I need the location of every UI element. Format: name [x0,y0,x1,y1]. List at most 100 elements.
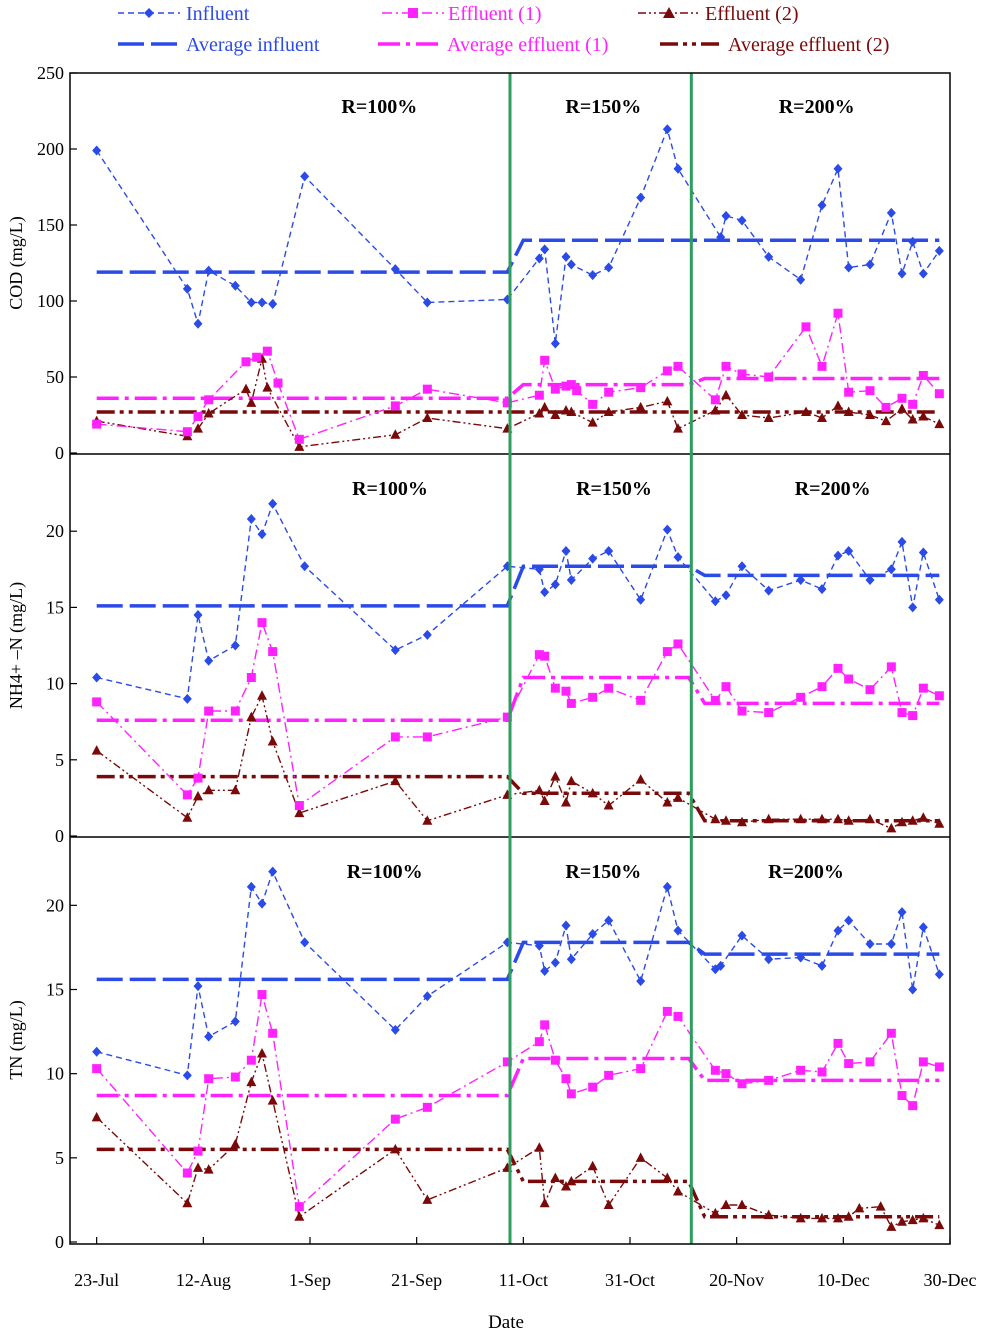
legend-avg-effluent2-label: Average effluent (2) [728,34,889,56]
effluent1-point [588,399,598,409]
effluent2-point [737,1199,747,1209]
effluent1-point [833,308,843,318]
effluent2-point [390,775,401,786]
y-tick-label: 10 [46,1064,64,1084]
effluent1-point [662,1006,672,1016]
effluent1-point [257,990,267,1000]
effluent1-point [252,352,262,362]
effluent2-point [257,690,267,700]
series-avg-effluent1-line [96,675,940,722]
effluent1-point [257,618,267,628]
influent-point [844,915,854,926]
series-avg-influent-line [96,238,940,274]
legend-avg-effluent2: Average effluent (2) [660,34,889,56]
effluent2-point [918,411,929,421]
panel-nh4-series [91,498,945,833]
effluent2-point [193,1162,203,1172]
effluent1-point [764,708,774,718]
legend-diamond-marker [144,8,154,18]
effluent1-point [268,647,278,657]
series-avg-effluent2-line [96,1147,940,1219]
influent-point [268,866,278,877]
effluent1-point [550,384,560,394]
influent-point [422,991,432,1002]
influent-point [550,338,560,349]
effluent1-point [710,395,720,405]
effluent1-point [636,1064,646,1074]
effluent1-point [636,383,646,393]
influent-point [268,299,278,310]
effluent2-point [897,403,907,413]
effluent2-point [795,1212,806,1223]
effluent1-point [193,773,203,783]
x-axis-label: Date [488,1312,524,1332]
influent-point [710,596,720,607]
effluent1-point [92,1064,102,1074]
effluent1-point [897,1091,907,1101]
series-effluent1-line [96,994,940,1209]
influent-point [897,907,907,918]
effluent2-point [534,1142,545,1152]
effluent1-point [886,662,896,672]
y-tick-label: 15 [46,980,64,1000]
influent-point [833,163,843,174]
influent-point [673,163,683,174]
influent-point [764,251,774,262]
effluent2-point [246,1076,257,1087]
influent-point [934,594,944,605]
influent-point [604,546,614,557]
influent-point [204,265,214,276]
panel-cod-ylabel: COD (mg/L) [6,216,27,310]
effluent2-point [422,412,433,423]
effluent2-point [422,1194,433,1204]
influent-point [540,587,550,598]
effluent1-point [934,691,944,701]
effluent2-point [934,418,945,429]
influent-point [422,297,432,308]
effluent1-point [918,370,928,380]
influent-point [230,1016,240,1027]
effluent1-point [566,698,576,708]
y-tick-label: 100 [37,291,64,311]
effluent2-point [539,795,550,805]
influent-point [886,939,896,950]
effluent1-point [246,1055,256,1065]
effluent2-point [550,1172,561,1183]
effluent2-point [422,815,433,825]
effluent1-point [721,682,731,692]
panel-tn-ylabel: TN (mg/L) [6,1000,27,1079]
effluent2-point [763,1209,774,1220]
influent-point [390,645,400,656]
effluent1-point [908,399,918,409]
series-influent-line [96,869,940,1077]
effluent2-point [294,807,305,818]
panel-nh4-ylabel: NH4+ –N (mg/L) [6,582,27,709]
effluent2-point [539,1197,550,1208]
legend-avg-effluent1-label: Average effluent (1) [447,34,608,56]
effluent2-point [673,792,683,802]
influent-point [764,585,774,596]
effluent1-point [390,1114,400,1124]
series-avg-effluent1-line [96,376,940,401]
series-influent-line [96,126,940,344]
effluent2-point [230,784,241,795]
effluent1-point [604,1070,614,1080]
effluent1-point [796,1065,806,1075]
effluent2-point [710,404,721,415]
effluent1-point [566,1089,576,1099]
x-tick-label: 30-Dec [924,1270,977,1290]
effluent1-point [737,706,747,716]
influent-point [636,192,646,203]
series-effluent1-line [96,312,940,441]
y-tick-label: 5 [55,1148,64,1168]
effluent1-point [204,706,214,716]
influent-point [588,553,598,564]
influent-point [561,546,571,557]
effluent2-point [193,790,203,801]
effluent2-point [763,813,774,824]
series-effluent2-line [96,693,940,830]
effluent1-point [908,1101,918,1111]
effluent2-point [294,441,305,451]
phase-label: R=200% [779,96,855,118]
effluent2-point [918,812,929,822]
